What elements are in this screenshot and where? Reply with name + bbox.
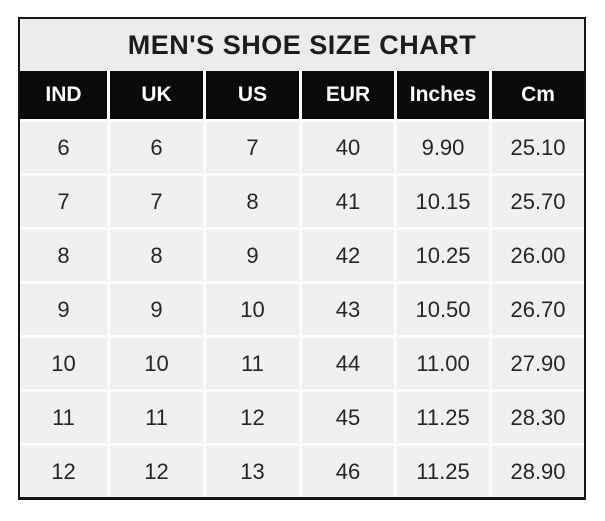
size-cell: 26.70 <box>492 284 584 335</box>
size-cell: 7 <box>20 176 107 227</box>
size-cell: 8 <box>110 230 203 281</box>
size-cell: 7 <box>206 122 299 173</box>
size-cell: 12 <box>206 392 299 443</box>
size-cell: 10.15 <box>397 176 489 227</box>
size-cell: 6 <box>20 122 107 173</box>
size-cell: 25.10 <box>492 122 584 173</box>
col-header-eur: EUR <box>302 71 394 119</box>
col-header-inches: Inches <box>397 71 489 119</box>
size-cell: 41 <box>302 176 394 227</box>
size-cell: 45 <box>302 392 394 443</box>
size-cell: 11 <box>206 338 299 389</box>
size-cell: 12 <box>20 446 107 497</box>
size-cell: 46 <box>302 446 394 497</box>
size-cell: 28.90 <box>492 446 584 497</box>
size-cell: 10.25 <box>397 230 489 281</box>
size-cell: 11.00 <box>397 338 489 389</box>
size-cell: 10 <box>20 338 107 389</box>
col-header-cm: Cm <box>492 71 584 119</box>
size-cell: 11.25 <box>397 392 489 443</box>
size-cell: 43 <box>302 284 394 335</box>
size-cell: 11.25 <box>397 446 489 497</box>
size-cell: 25.70 <box>492 176 584 227</box>
size-table: IND UK US EUR Inches Cm 6 6 7 40 9.90 25… <box>20 71 584 497</box>
size-cell: 10 <box>206 284 299 335</box>
size-cell: 40 <box>302 122 394 173</box>
size-cell: 10 <box>110 338 203 389</box>
col-header-uk: UK <box>110 71 203 119</box>
col-header-ind: IND <box>20 71 107 119</box>
chart-title: MEN'S SHOE SIZE CHART <box>20 19 584 71</box>
size-cell: 9 <box>110 284 203 335</box>
col-header-us: US <box>206 71 299 119</box>
size-cell: 8 <box>20 230 107 281</box>
size-cell: 9 <box>20 284 107 335</box>
size-cell: 13 <box>206 446 299 497</box>
size-cell: 26.00 <box>492 230 584 281</box>
size-cell: 7 <box>110 176 203 227</box>
shoe-size-chart: MEN'S SHOE SIZE CHART IND UK US EUR Inch… <box>18 17 586 500</box>
size-cell: 27.90 <box>492 338 584 389</box>
size-cell: 10.50 <box>397 284 489 335</box>
size-cell: 42 <box>302 230 394 281</box>
size-cell: 28.30 <box>492 392 584 443</box>
size-cell: 12 <box>110 446 203 497</box>
size-cell: 9.90 <box>397 122 489 173</box>
size-cell: 11 <box>20 392 107 443</box>
size-cell: 6 <box>110 122 203 173</box>
size-cell: 8 <box>206 176 299 227</box>
size-cell: 9 <box>206 230 299 281</box>
size-cell: 44 <box>302 338 394 389</box>
size-cell: 11 <box>110 392 203 443</box>
